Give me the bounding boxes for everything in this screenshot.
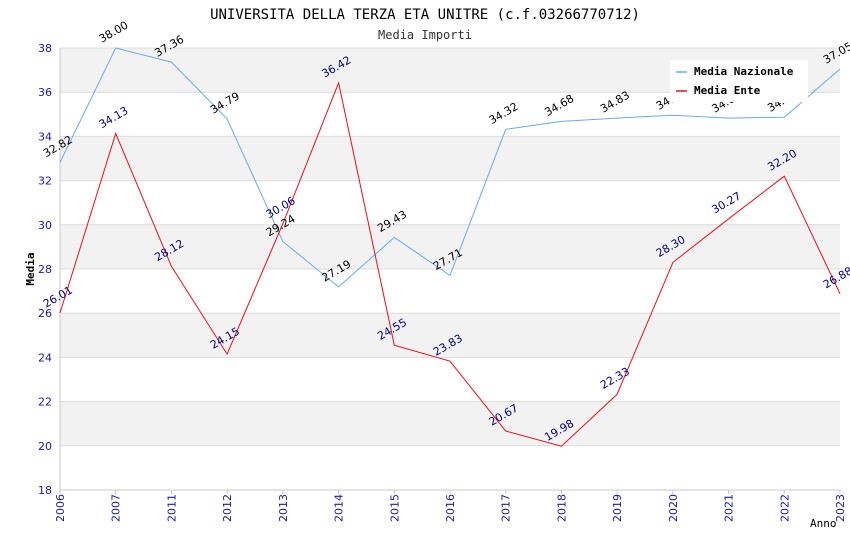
y-tick-label: 36	[38, 86, 52, 99]
x-tick-label: 2018	[555, 494, 568, 522]
series-line-ente	[59, 81, 841, 447]
y-tick-label: 28	[38, 263, 52, 276]
legend-box	[670, 60, 808, 102]
data-label: 34.13	[97, 104, 131, 131]
grid-band	[60, 136, 840, 181]
x-tick-label: 2006	[54, 494, 67, 522]
x-axis-label: Anno	[810, 517, 837, 530]
legend-label-ente: Media Ente	[694, 84, 761, 97]
y-tick-label: 38	[38, 42, 52, 55]
y-tick-label: 20	[38, 440, 52, 453]
data-label: 26.01	[41, 284, 75, 311]
data-label: 34.68	[542, 92, 576, 119]
data-label: 38.00	[97, 19, 131, 46]
grid-band	[60, 224, 840, 269]
data-label: 34.32	[487, 100, 521, 127]
data-label: 30.27	[710, 189, 744, 216]
x-tick-label: 2022	[778, 494, 791, 522]
x-tick-label: 2017	[500, 494, 513, 522]
x-tick-label: 2015	[388, 494, 401, 522]
y-axis-label: Media	[24, 252, 37, 285]
y-tick-label: 30	[38, 219, 52, 232]
y-tick-label: 34	[38, 130, 52, 143]
x-tick-labels: 2006 2007 2011 2012 2013 2014 2015 2016 2017 2018…	[54, 490, 847, 522]
chart-subtitle: Media Importi	[378, 28, 472, 42]
data-label: 22.33	[598, 365, 632, 392]
y-tick-labels: 18 20 22 24 26 28 30 32 34 36 38	[38, 42, 52, 497]
x-tick-label: 2020	[667, 494, 680, 522]
x-tick-label: 2019	[611, 494, 624, 522]
y-tick-label: 18	[38, 484, 52, 497]
x-tick-label: 2014	[333, 494, 346, 522]
y-tick-label: 32	[38, 175, 52, 188]
chart-title: UNIVERSITA DELLA TERZA ETA UNITRE (c.f.0…	[210, 7, 640, 23]
legend-label-nazionale: Media Nazionale	[694, 65, 794, 78]
grid-lines	[60, 47, 840, 491]
x-tick-label: 2023	[834, 494, 847, 522]
y-tick-label: 22	[38, 396, 52, 409]
x-tick-label: 2013	[277, 494, 290, 522]
x-tick-label: 2021	[723, 494, 736, 522]
series-line-nazionale	[59, 47, 841, 288]
x-tick-label: 2011	[165, 494, 178, 522]
x-tick-label: 2007	[110, 494, 123, 522]
y-tick-label: 26	[38, 307, 52, 320]
x-tick-label: 2012	[221, 494, 234, 522]
grid-band	[60, 313, 840, 358]
grid-band	[60, 401, 840, 446]
x-tick-label: 2016	[444, 494, 457, 522]
grid-bands	[60, 48, 840, 446]
data-label: 34.79	[208, 90, 242, 117]
series-lines	[59, 47, 841, 447]
legend: Media Nazionale Media Ente	[670, 60, 808, 102]
y-tick-label: 24	[38, 351, 52, 364]
